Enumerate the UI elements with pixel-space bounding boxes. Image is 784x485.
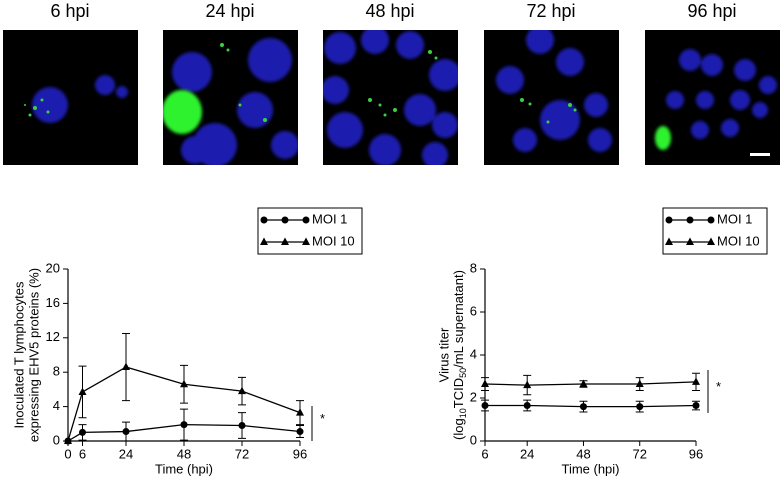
marker — [665, 237, 673, 245]
marker — [78, 387, 87, 395]
marker — [707, 237, 715, 245]
marker — [579, 379, 588, 388]
marker — [64, 436, 72, 444]
panel-label: 96 hpi — [687, 1, 736, 21]
marker — [122, 362, 130, 371]
micrograph — [645, 30, 780, 165]
y-axis-title-part: (log — [451, 418, 466, 440]
x-tick-label: 24 — [119, 446, 133, 461]
series-line — [485, 404, 697, 408]
marker — [302, 216, 310, 224]
marker — [635, 379, 644, 388]
micrograph — [3, 30, 138, 165]
marker — [260, 216, 268, 224]
marker — [281, 216, 289, 224]
panel-label: 24 hpi — [205, 1, 254, 21]
y-axis-title-part: /mL supernatant) — [451, 270, 466, 368]
marker — [79, 428, 86, 436]
y-axis-title-part: 50 — [458, 368, 468, 378]
x-tick-label: 6 — [79, 446, 86, 461]
legend-label: MOI 1 — [717, 211, 752, 226]
marker — [636, 403, 644, 411]
legend-label: MOI 1 — [312, 211, 347, 226]
marker — [296, 428, 304, 436]
x-tick-label: 96 — [689, 446, 703, 461]
marker — [692, 377, 700, 385]
y-axis-title: Inoculated T lymphocytes — [11, 281, 26, 428]
micrograph — [163, 30, 298, 165]
marker — [238, 386, 246, 395]
y-axis-title-part: TCID — [451, 378, 466, 408]
y-axis-title: (log10TCID50/mL supernatant) — [451, 270, 468, 440]
y-tick-label: 8 — [470, 260, 477, 275]
y-tick-label: 0 — [53, 432, 60, 447]
marker — [260, 237, 268, 245]
y-tick-label: 12 — [46, 329, 60, 344]
y-tick-label: 20 — [46, 260, 60, 275]
x-tick-label: 48 — [177, 446, 191, 461]
x-axis-title: Time (hpi) — [155, 461, 213, 476]
panel-label: 72 hpi — [526, 1, 575, 21]
y-tick-label: 4 — [470, 346, 477, 361]
marker — [686, 237, 694, 245]
y-axis-title-part: 10 — [458, 408, 468, 418]
legend-label: MOI 10 — [717, 233, 760, 248]
legend-box — [662, 207, 768, 255]
series-line — [67, 366, 301, 442]
y-tick-label: 2 — [470, 389, 477, 404]
y-tick-label: 6 — [470, 303, 477, 318]
marker — [665, 216, 673, 224]
marker — [523, 402, 531, 410]
annotation: * — [320, 411, 325, 426]
x-tick-label: 0 — [64, 446, 71, 461]
x-tick-label: 72 — [632, 446, 646, 461]
marker — [692, 402, 700, 410]
marker — [180, 379, 188, 388]
annotation: * — [716, 379, 721, 394]
y-axis-title: expressing EHV5 proteins (%) — [26, 268, 41, 442]
marker — [296, 408, 304, 416]
y-tick-label: 8 — [53, 364, 60, 379]
marker — [707, 216, 715, 224]
x-tick-label: 48 — [576, 446, 590, 461]
x-tick-label: 24 — [520, 446, 534, 461]
x-tick-label: 72 — [235, 446, 249, 461]
legend-label: MOI 10 — [312, 233, 355, 248]
marker — [122, 428, 130, 436]
marker — [281, 237, 289, 245]
marker — [579, 403, 587, 411]
micrograph — [484, 30, 619, 165]
y-axis-title: Virus titer — [436, 327, 451, 382]
x-tick-label: 6 — [481, 446, 488, 461]
y-tick-label: 4 — [53, 398, 60, 413]
y-tick-label: 0 — [470, 432, 477, 447]
x-axis-title: Time (hpi) — [561, 461, 619, 476]
marker — [180, 421, 188, 429]
legend-box — [257, 207, 363, 255]
panel-label: 6 hpi — [50, 1, 89, 21]
marker — [523, 380, 532, 389]
marker — [686, 216, 694, 224]
panel-label: 48 hpi — [365, 1, 414, 21]
marker — [238, 422, 246, 430]
series-line — [484, 381, 697, 386]
marker — [481, 402, 489, 410]
marker — [302, 237, 310, 245]
x-tick-label: 96 — [293, 446, 307, 461]
y-tick-label: 16 — [46, 295, 60, 310]
marker — [481, 379, 489, 388]
micrograph — [323, 30, 458, 165]
